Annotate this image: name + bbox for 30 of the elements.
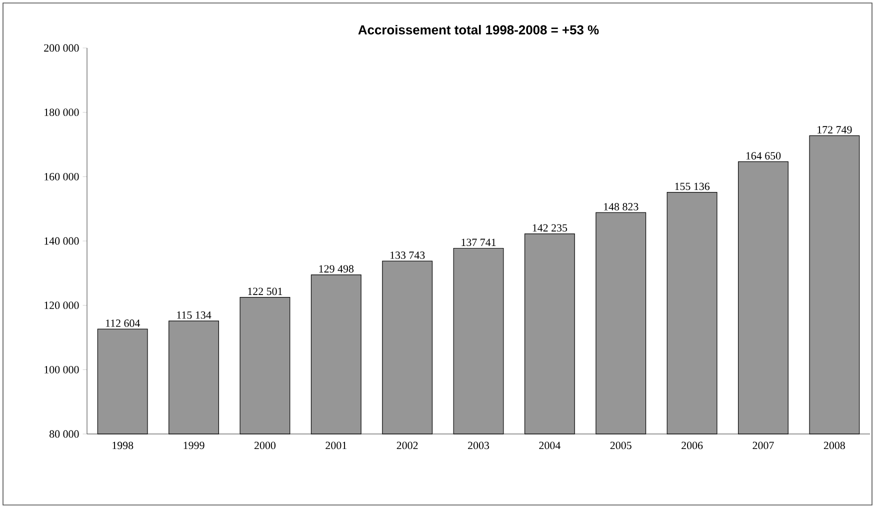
data-label: 142 235: [532, 224, 568, 232]
data-label: 148 823: [604, 203, 638, 210]
data-label: 112 604: [106, 320, 140, 327]
y-tick-label: 120 000: [44, 302, 79, 310]
x-tick-label: 1999: [184, 442, 204, 450]
x-tick-label: 2000: [254, 442, 276, 450]
data-label: 122 501: [248, 288, 282, 296]
data-label: 164 650: [746, 152, 781, 160]
x-tick-label: 2007: [752, 442, 774, 450]
x-tick-label: 2001: [326, 442, 346, 450]
x-tick-label: 2002: [396, 442, 418, 450]
y-tick-label: 200 000: [44, 44, 79, 52]
x-tick-label: 1998: [112, 442, 134, 450]
x-tick-label: 2004: [539, 442, 560, 450]
y-tick-label: 180 000: [44, 108, 79, 116]
x-tick-label: 2003: [468, 442, 490, 450]
data-label: 133 743: [390, 252, 425, 259]
y-tick-label: 140 000: [44, 237, 79, 245]
x-tick-label: 2005: [610, 442, 632, 450]
y-tick-label: 100 000: [44, 366, 79, 374]
x-tick-label: 2006: [682, 442, 703, 450]
chart-title: Accroissement total 1998-2008 = +53 %: [358, 24, 599, 34]
data-label: 155 136: [675, 182, 710, 190]
data-label: 137 741: [462, 238, 496, 246]
data-label: 172 749: [818, 126, 852, 134]
y-tick-label: 160 000: [44, 172, 79, 180]
x-tick-label: 2008: [824, 442, 845, 450]
data-label: 129 498: [319, 265, 354, 273]
y-tick-label: 80 000: [50, 430, 79, 438]
data-label: 115 134: [177, 311, 212, 319]
